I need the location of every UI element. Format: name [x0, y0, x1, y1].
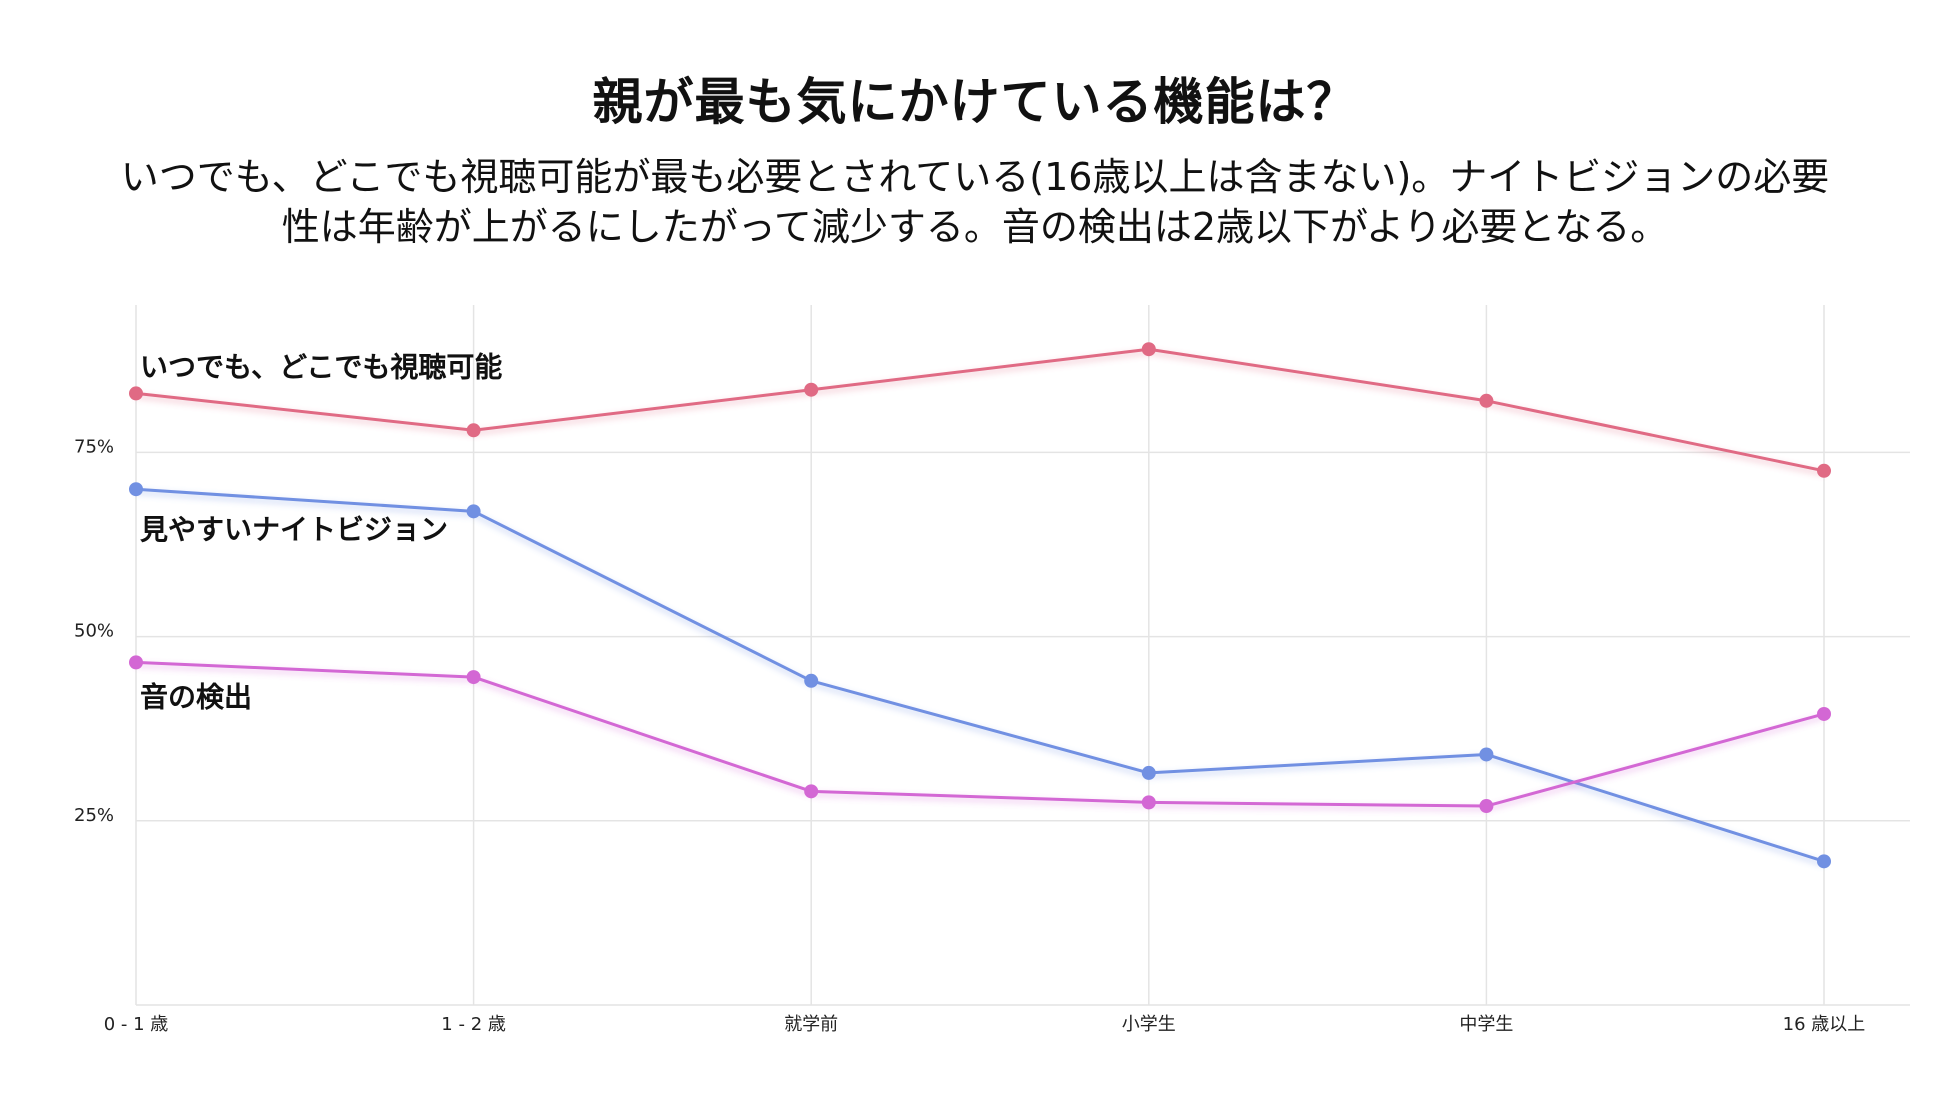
subtitle-line-1: いつでも、どこでも視聴可能が最も必要とされている(16歳以上は含まない)。ナイト…: [120, 155, 1830, 199]
data-point: [1141, 342, 1156, 357]
data-point: [1817, 706, 1831, 721]
data-point: [1479, 393, 1494, 408]
series-label: いつでも、どこでも視聴可能: [140, 350, 502, 383]
y-tick-label: 25%: [74, 805, 114, 826]
x-tick-label: 小学生: [1122, 1014, 1176, 1035]
data-point: [804, 382, 819, 397]
series-label: 音の検出: [140, 680, 252, 713]
x-tick-label: 中学生: [1459, 1014, 1513, 1035]
chart-title: 親が最も気にかけている機能は？: [592, 73, 1358, 131]
data-point: [466, 423, 481, 438]
series-group: [129, 655, 1831, 814]
data-point: [1817, 854, 1831, 869]
x-tick-label: 1 - 2 歳: [441, 1014, 506, 1035]
y-tick-label: 50%: [74, 621, 114, 642]
data-point: [1141, 795, 1156, 810]
data-point: [466, 670, 481, 685]
data-point: [1479, 799, 1494, 814]
data-point: [129, 386, 143, 401]
y-tick-label: 75%: [74, 436, 114, 457]
data-point: [1479, 747, 1494, 762]
series-line: [135, 660, 1825, 808]
series-group: [129, 482, 1831, 869]
data-point: [804, 784, 819, 799]
x-tick-label: 就学前: [784, 1014, 838, 1035]
data-point: [804, 673, 819, 688]
data-point: [129, 655, 143, 670]
x-tick-label: 0 - 1 歳: [104, 1014, 169, 1035]
x-tick-label: 16 歳以上: [1783, 1014, 1866, 1035]
series-line: [135, 347, 1825, 473]
axes: 25% 50% 75% 0 - 1 歳 1 - 2 歳 就学前 小学生 中学生 16 歳以上: [74, 436, 1865, 1035]
chart-subtitle: いつでも、どこでも視聴可能が最も必要とされている(16歳以上は含まない)。ナイト…: [0, 152, 1950, 252]
data-point: [129, 482, 143, 497]
data-point: [1817, 463, 1831, 478]
grid: [135, 305, 1910, 1006]
data-point: [466, 504, 481, 519]
series: [129, 342, 1831, 869]
series-group: [129, 342, 1831, 478]
series-line: [135, 487, 1825, 863]
series-label: 見やすいナイトビジョン: [140, 513, 448, 546]
subtitle-line-2: 性は年齢が上がるにしたがって減少する。音の検出は2歳以下がより必要となる。: [281, 205, 1669, 249]
data-point: [1141, 765, 1156, 780]
